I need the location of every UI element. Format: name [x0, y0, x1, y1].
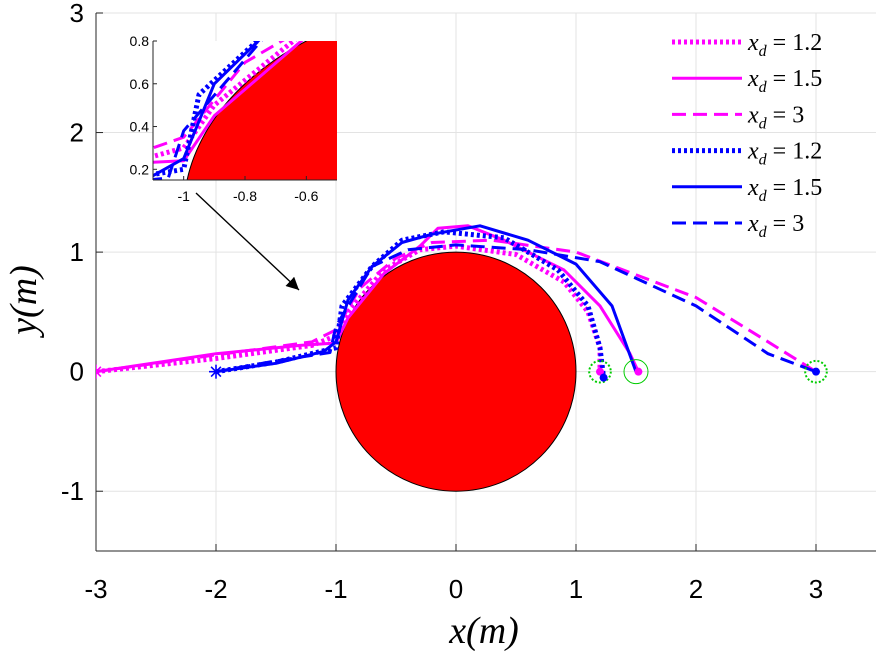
legend-label: xd = 1.5 [747, 66, 822, 96]
legend-subscript: d [759, 79, 768, 96]
inset-y-tick-label: 0.8 [130, 33, 150, 49]
trajectory-line [96, 224, 640, 374]
legend-value: = 3 [767, 211, 805, 237]
x-tick-label: -2 [204, 574, 227, 604]
x-tick-label: -1 [324, 574, 347, 604]
legend-variable: x [747, 175, 759, 201]
legend-value: = 1.2 [767, 139, 823, 165]
inset-y-tick-label: 0.6 [130, 76, 150, 92]
x-tick-label: 2 [689, 574, 703, 604]
legend-subscript: d [759, 43, 768, 60]
x-axis-label: x(m) [448, 610, 519, 652]
legend-subscript: d [759, 188, 768, 205]
legend-value: = 3 [767, 102, 805, 128]
legend-label: xd = 1.5 [747, 175, 822, 205]
legend-variable: x [747, 66, 759, 92]
inset-obstacle [186, 41, 337, 180]
legend-value: = 1.2 [767, 30, 823, 56]
inset-y-tick-label: 0.2 [130, 161, 150, 177]
y-tick-label: 2 [70, 118, 84, 148]
end-point-marker [812, 367, 820, 376]
x-tick-label: 3 [809, 574, 823, 604]
legend-subscript: d [759, 224, 768, 241]
inset-x-tick-label: -0.8 [233, 188, 257, 204]
start-point-marker [209, 364, 223, 379]
x-tick-label: -3 [84, 574, 107, 604]
legend-variable: x [747, 30, 759, 56]
y-axis-label: y(m) [3, 265, 45, 339]
legend: xd = 1.2xd = 1.5xd = 3xd = 1.2xd = 1.5xd… [672, 30, 822, 241]
inset-x-tick-label: -0.6 [294, 188, 318, 204]
y-tick-label: 3 [70, 0, 84, 28]
x-tick-label: 0 [449, 574, 463, 604]
end-point-marker [634, 367, 643, 376]
target-circle [623, 359, 649, 385]
inset-x-tick-label: -1 [177, 188, 190, 204]
legend-variable: x [747, 211, 759, 237]
legend-label: xd = 3 [747, 211, 804, 241]
tick-labels: -3 -2 -1 0 1 2 3 -1 0 1 2 3 [61, 0, 823, 604]
legend-subscript: d [759, 115, 768, 132]
legend-subscript: d [759, 152, 768, 169]
legend-label: xd = 1.2 [747, 30, 822, 60]
y-tick-label: -1 [61, 476, 84, 506]
trajectory-line [215, 229, 607, 378]
trajectory-line [215, 243, 817, 374]
inset-y-tick-label: 0.4 [130, 119, 150, 135]
legend-value: = 1.5 [767, 66, 823, 92]
end-point-marker [599, 373, 608, 382]
legend-value: = 1.5 [767, 175, 823, 201]
end-point-marker [596, 367, 604, 376]
plot-content [96, 224, 828, 492]
target-circle [804, 359, 828, 384]
start-marker-stroke [96, 370, 102, 378]
legend-label: xd = 1.2 [747, 139, 822, 169]
y-tick-label: 1 [70, 237, 84, 267]
target-circle [588, 359, 612, 384]
inset-zoom: -1 -0.8 -0.6 0.2 0.4 0.6 0.8 [130, 33, 337, 204]
trajectory-line [215, 224, 638, 374]
zoom-arrow [195, 192, 300, 291]
x-tick-label: 1 [569, 574, 583, 604]
start-marker-stroke [210, 366, 222, 378]
legend-variable: x [747, 102, 759, 128]
start-point-marker [96, 364, 103, 379]
obstacle-circle [335, 251, 577, 492]
axes-frame [95, 12, 876, 552]
legend-variable: x [747, 139, 759, 165]
legend-label: xd = 3 [747, 102, 804, 132]
inset-content [153, 41, 337, 180]
y-tick-label: 0 [70, 357, 84, 387]
start-marker-stroke [96, 366, 102, 373]
